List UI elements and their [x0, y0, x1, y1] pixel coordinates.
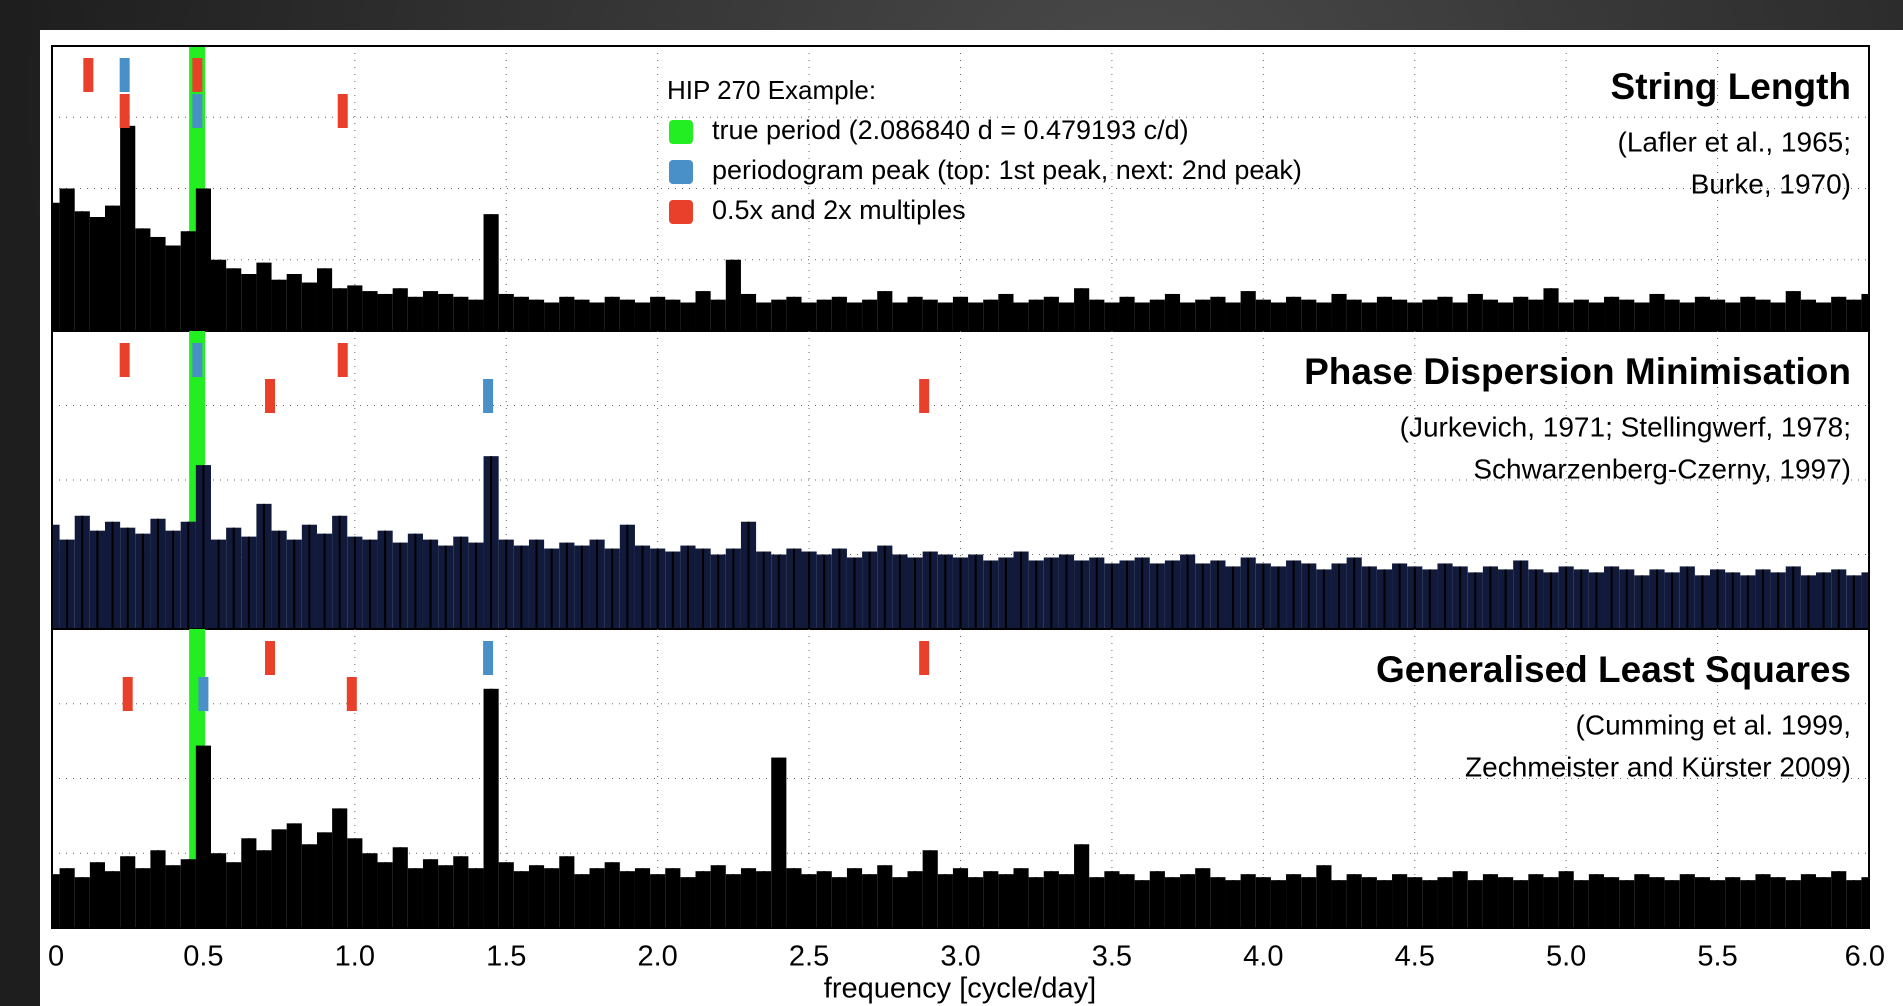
spectrum-bar — [52, 524, 60, 629]
peak-marker — [337, 94, 348, 128]
x-tick-label: 2.0 — [638, 941, 678, 973]
spectrum-bar — [1861, 572, 1869, 629]
x-tick-label: 2.5 — [789, 941, 829, 973]
panel-citation: Schwarzenberg-Czerny, 1997) — [1473, 453, 1851, 484]
x-tick-label: 1.5 — [486, 941, 526, 973]
legend-label: periodogram peak (top: 1st peak, next: 2… — [712, 155, 1302, 185]
peak-marker — [119, 343, 130, 377]
x-tick-label: 3.5 — [1092, 941, 1132, 973]
peak-marker — [192, 343, 203, 377]
legend-label: 0.5x and 2x multiples — [712, 195, 966, 225]
peak-marker — [265, 379, 276, 413]
panel-citation: Burke, 1970) — [1691, 168, 1851, 199]
peak-marker — [346, 677, 357, 711]
peak-marker — [122, 677, 133, 711]
x-tick-label: 4.5 — [1395, 941, 1435, 973]
peak-marker — [83, 58, 94, 92]
spectrum-bar — [1861, 293, 1869, 331]
peak-marker — [119, 58, 130, 92]
panel-citation: (Jurkevich, 1971; Stellingwerf, 1978; — [1400, 411, 1851, 442]
x-tick-label: 3.0 — [940, 941, 980, 973]
legend-swatch — [669, 120, 693, 144]
peak-marker — [192, 94, 203, 128]
spectrum-bar — [52, 202, 60, 331]
panel-title: Phase Dispersion Minimisation — [1304, 351, 1851, 392]
panel-citation: Zechmeister and Kürster 2009) — [1465, 751, 1851, 782]
x-tick-label: 4.0 — [1243, 941, 1283, 973]
peak-marker — [919, 641, 930, 675]
peak-marker — [919, 379, 930, 413]
x-tick-label: 1.0 — [335, 941, 375, 973]
peak-marker — [483, 641, 494, 675]
peak-marker — [119, 94, 130, 128]
panel-title: String Length — [1611, 66, 1851, 107]
legend-swatch — [669, 160, 693, 184]
panel-title: Generalised Least Squares — [1376, 649, 1851, 690]
x-tick-label: 5.5 — [1697, 941, 1737, 973]
panel-citation: (Cumming et al. 1999, — [1576, 709, 1851, 740]
x-tick-label: 0 — [48, 941, 64, 973]
peak-marker — [192, 58, 203, 92]
peak-marker — [483, 379, 494, 413]
panel-citation: (Lafler et al., 1965; — [1618, 126, 1851, 157]
legend-title: HIP 270 Example: — [667, 75, 876, 105]
peak-marker — [198, 677, 209, 711]
x-axis-label: frequency [cycle/day] — [824, 973, 1096, 1005]
peak-marker — [265, 641, 276, 675]
spectrum-bar — [1861, 877, 1869, 928]
x-tick-label: 0.5 — [183, 941, 223, 973]
spectrum-bar — [52, 874, 60, 928]
x-tick-label: 6.0 — [1845, 941, 1885, 973]
peak-marker — [337, 343, 348, 377]
x-tick-label: 5.0 — [1546, 941, 1586, 973]
legend-label: true period (2.086840 d = 0.479193 c/d) — [712, 115, 1189, 145]
legend-swatch — [669, 200, 693, 224]
